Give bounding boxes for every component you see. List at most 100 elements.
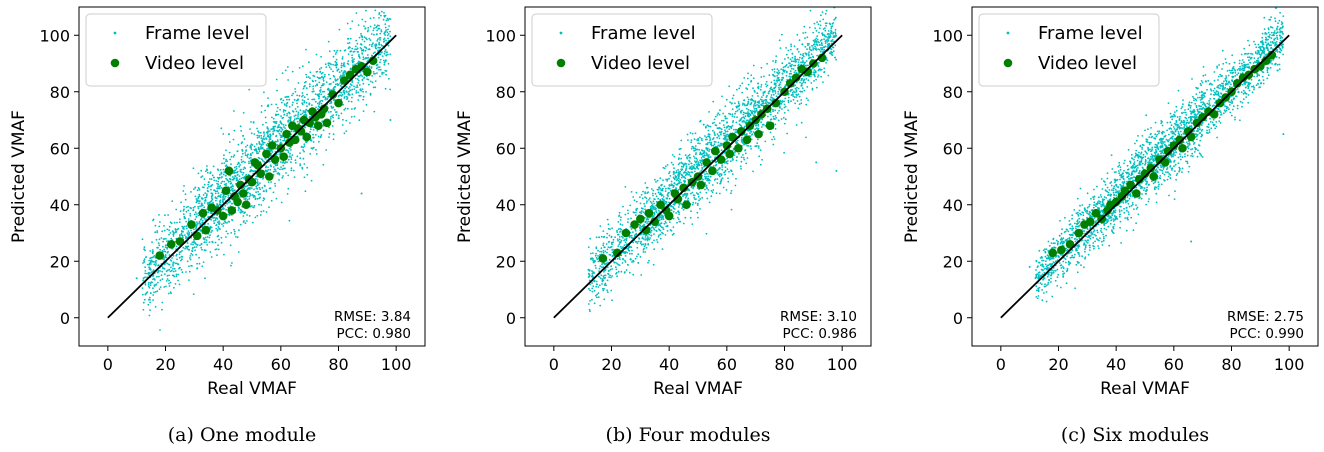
frame-point	[729, 101, 731, 104]
frame-point	[141, 293, 144, 296]
frame-point	[697, 216, 699, 219]
frame-point	[755, 127, 758, 130]
frame-point	[644, 251, 647, 253]
frame-point	[304, 126, 307, 129]
frame-point	[797, 61, 800, 63]
frame-point	[364, 27, 367, 29]
frame-point	[814, 45, 816, 48]
frame-point	[385, 19, 388, 22]
frame-point	[252, 194, 255, 197]
frame-point	[587, 276, 590, 278]
frame-point	[773, 138, 776, 141]
frame-point	[143, 298, 146, 301]
frame-point	[143, 258, 146, 261]
frame-point	[231, 187, 234, 190]
frame-point	[378, 17, 380, 19]
frame-point	[227, 213, 230, 216]
frame-point	[710, 141, 713, 144]
frame-point	[677, 188, 680, 191]
frame-point	[231, 219, 234, 222]
frame-point	[791, 63, 793, 66]
frame-point	[804, 81, 807, 84]
frame-point	[787, 109, 789, 112]
frame-point	[653, 212, 656, 215]
frame-point	[312, 136, 315, 139]
frame-point	[228, 214, 231, 217]
frame-point	[614, 236, 616, 239]
frame-point	[835, 58, 837, 61]
frame-point	[624, 259, 626, 262]
frame-point	[302, 87, 305, 90]
frame-point	[176, 228, 179, 231]
frame-point	[816, 44, 819, 47]
frame-point	[712, 100, 715, 103]
frame-point	[753, 112, 756, 114]
frame-point	[812, 47, 814, 49]
frame-point	[243, 187, 246, 190]
frame-point	[672, 226, 675, 229]
frame-point	[144, 266, 147, 268]
frame-point	[688, 167, 691, 170]
frame-point	[332, 70, 334, 73]
frame-point	[185, 210, 188, 213]
frame-point	[315, 149, 317, 151]
frame-point	[319, 89, 321, 92]
frame-point	[303, 101, 306, 104]
frame-point	[261, 143, 264, 146]
frame-point	[190, 231, 193, 234]
frame-point	[178, 256, 181, 259]
frame-point	[163, 263, 166, 266]
frame-point	[281, 123, 283, 125]
frame-point	[810, 82, 813, 84]
frame-point	[259, 196, 261, 199]
frame-point	[740, 160, 743, 163]
frame-point	[179, 251, 182, 253]
frame-point	[209, 178, 211, 180]
frame-point	[620, 247, 623, 250]
frame-point	[148, 262, 151, 265]
frame-point	[213, 176, 215, 179]
frame-point	[637, 240, 640, 243]
frame-point	[291, 94, 293, 97]
frame-point	[789, 62, 791, 65]
frame-point	[659, 187, 662, 190]
frame-point	[736, 156, 738, 159]
frame-point	[217, 226, 220, 228]
frame-point	[273, 129, 276, 132]
frame-point	[616, 229, 618, 232]
frame-point	[650, 229, 653, 232]
frame-point	[252, 206, 255, 209]
frame-point	[762, 94, 765, 96]
frame-point	[387, 37, 389, 40]
frame-point	[662, 196, 665, 198]
frame-point	[341, 124, 344, 126]
frame-point	[731, 159, 734, 161]
frame-point	[354, 48, 356, 51]
frame-point	[343, 108, 346, 111]
frame-point	[771, 138, 773, 141]
frame-point	[226, 221, 228, 224]
frame-point	[331, 115, 333, 117]
frame-point	[301, 92, 304, 94]
frame-point	[208, 202, 211, 205]
frame-point	[316, 93, 319, 96]
frame-point	[220, 171, 223, 174]
frame-point	[274, 163, 277, 166]
frame-point	[621, 251, 624, 254]
frame-point	[340, 66, 343, 69]
frame-point	[285, 103, 288, 105]
frame-point	[375, 47, 378, 50]
frame-point	[192, 241, 195, 244]
frame-point	[183, 215, 186, 218]
frame-point	[296, 155, 299, 158]
frame-point	[754, 100, 757, 103]
frame-point	[827, 30, 830, 32]
frame-point	[230, 189, 233, 191]
frame-point	[156, 281, 159, 284]
frame-point	[265, 144, 268, 146]
frame-point	[733, 128, 735, 131]
frame-point	[320, 66, 323, 69]
frame-point	[353, 108, 356, 110]
frame-point	[671, 233, 674, 236]
